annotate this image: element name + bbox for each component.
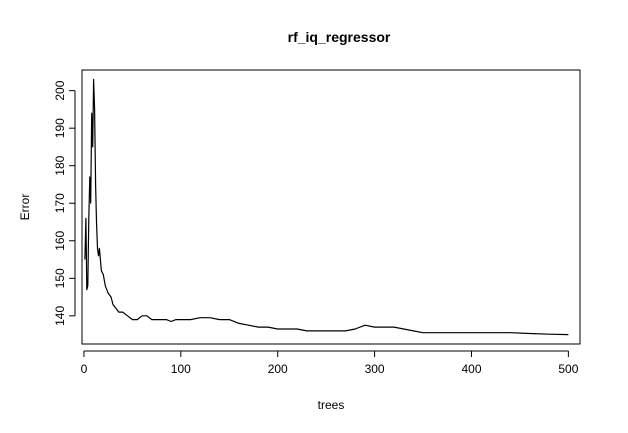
x-axis-label: trees — [318, 398, 345, 412]
chart-title: rf_iq_regressor — [288, 29, 391, 45]
y-axis: 140 150 160 170 180 190 200 — [53, 80, 76, 326]
y-axis-label: Error — [18, 194, 32, 221]
y-tick-label: 150 — [53, 268, 67, 288]
y-tick-label: 180 — [53, 155, 67, 175]
x-tick-label: 0 — [81, 362, 88, 376]
y-tick-label: 140 — [53, 306, 67, 326]
y-tick-label: 200 — [53, 80, 67, 100]
y-tick-label: 170 — [53, 193, 67, 213]
plot-series — [84, 78, 569, 336]
x-tick-label: 300 — [365, 362, 385, 376]
x-tick-label: 500 — [558, 362, 578, 376]
x-axis: 0 100 200 300 400 500 — [81, 350, 579, 376]
plot-area-frame — [81, 69, 581, 345]
x-tick-label: 400 — [461, 362, 481, 376]
x-tick-label: 200 — [268, 362, 288, 376]
y-tick-label: 190 — [53, 118, 67, 138]
x-tick-label: 100 — [171, 362, 191, 376]
error-line — [84, 78, 569, 336]
y-tick-label: 160 — [53, 230, 67, 250]
